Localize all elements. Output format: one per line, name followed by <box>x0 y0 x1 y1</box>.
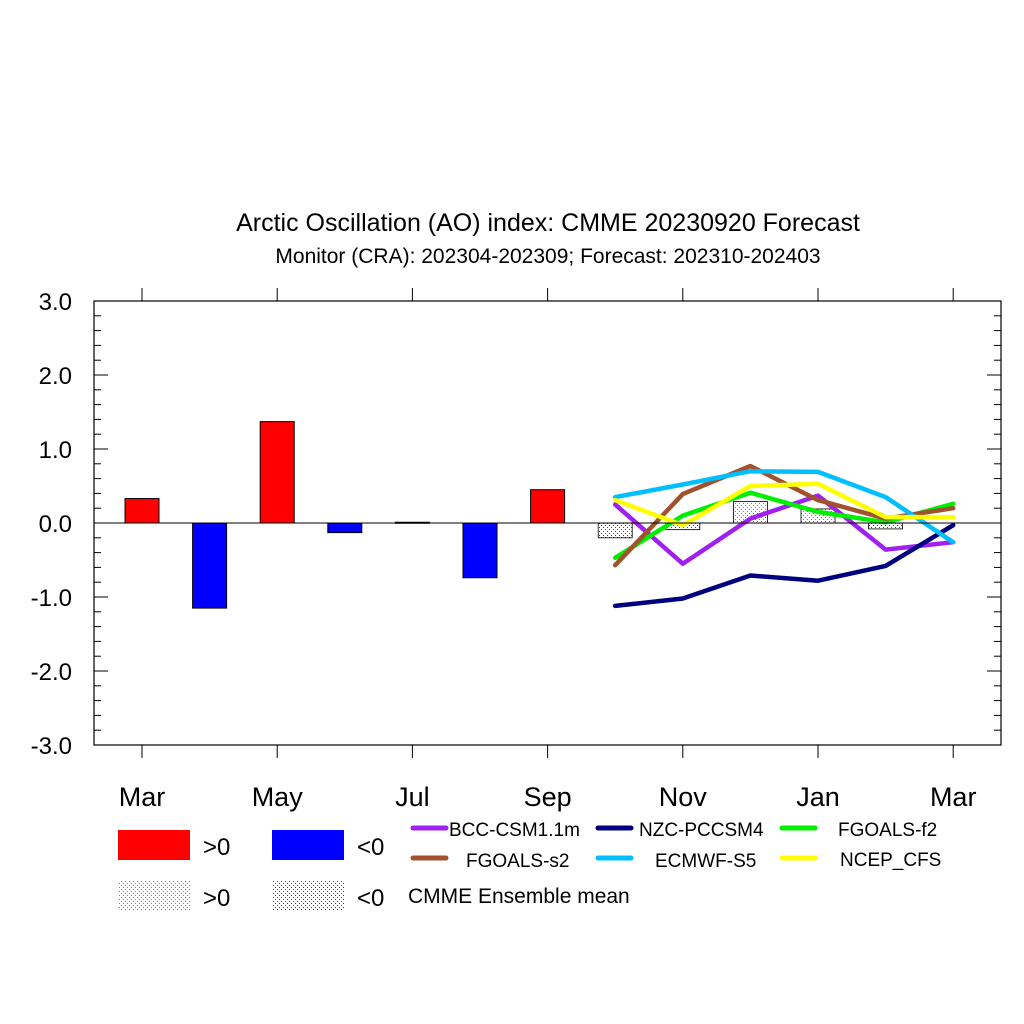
legend-swatch-ensemble-positive <box>118 881 190 911</box>
legend-swatch-ensemble-negative <box>272 881 344 911</box>
x-tick-label: Jan <box>796 782 840 812</box>
x-tick-label: Mar <box>930 782 977 812</box>
monitor-bar <box>192 522 228 609</box>
legend-label-ensemble-negative: <0 <box>357 885 384 912</box>
y-tick-label: -3.0 <box>31 733 72 760</box>
legend-label-fgoals-s2: FGOALS-s2 <box>466 851 569 872</box>
legend-label-bcc-csm1-1m: BCC-CSM1.1m <box>449 820 580 841</box>
legend-label-ncep-cfs: NCEP_CFS <box>840 850 941 871</box>
model-line-nzc-pccsm4 <box>612 522 956 609</box>
monitor-bar <box>530 489 566 524</box>
x-tick-label: May <box>252 782 304 812</box>
x-tick-label: Nov <box>659 782 708 812</box>
y-tick-label: -1.0 <box>31 585 72 612</box>
y-tick-label: 1.0 <box>39 437 72 464</box>
legend-label-ensemble-mean: CMME Ensemble mean <box>408 885 630 908</box>
legend: >0 <0 >0 <0 CMME Ensemble mean BCC-CSM1.1m NZC… <box>118 820 941 912</box>
legend-label-ensemble-positive: >0 <box>203 885 230 912</box>
y-tick-label: 2.0 <box>39 363 72 390</box>
y-tick-label: 0.0 <box>39 511 72 538</box>
chart-subtitle: Monitor (CRA): 202304-202309; Forecast: … <box>275 245 820 268</box>
monitor-bar <box>462 522 498 579</box>
legend-label-negative: <0 <box>357 834 384 861</box>
legend-label-nzc-pccsm4: NZC-PCCSM4 <box>639 820 764 841</box>
plot-area: 3.0 2.0 1.0 0.0 -1.0 -2.0 -3.0 Mar May Jul Sep Nov J… <box>31 288 1002 812</box>
model-line-ecmwf-s5 <box>612 468 956 545</box>
legend-label-ecmwf-s5: ECMWF-S5 <box>655 851 756 872</box>
legend-swatch-negative <box>272 830 344 860</box>
legend-swatch-positive <box>118 830 190 860</box>
y-tick-label: 3.0 <box>39 289 72 316</box>
model-line-ncep-cfs <box>612 481 956 528</box>
y-tick-label: -2.0 <box>31 659 72 686</box>
monitor-bar <box>327 522 363 534</box>
monitor-bar <box>124 498 160 524</box>
legend-label-positive: >0 <box>203 834 230 861</box>
ensemble-mean-bar <box>597 522 633 539</box>
x-tick-label: Mar <box>119 782 166 812</box>
x-tick-label: Sep <box>524 782 572 812</box>
x-tick-label: Jul <box>395 782 430 812</box>
chart-title: Arctic Oscillation (AO) index: CMME 2023… <box>236 209 860 237</box>
monitor-bar <box>259 421 295 524</box>
model-line-bcc-csm1-1m <box>612 493 956 566</box>
legend-label-fgoals-f2: FGOALS-f2 <box>838 820 937 841</box>
